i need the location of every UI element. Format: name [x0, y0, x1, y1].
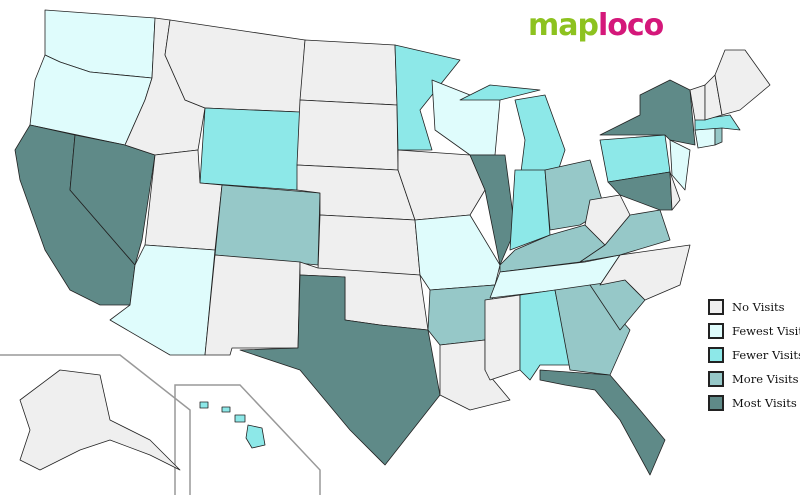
- state-shape-ri[interactable]: [714, 127, 723, 146]
- state-shape-ak[interactable]: [19, 369, 181, 471]
- state-fl[interactable]: [539, 369, 666, 476]
- state-shape-de[interactable]: [669, 171, 681, 211]
- state-shape-fl[interactable]: [539, 369, 666, 476]
- state-sd[interactable]: [296, 99, 399, 171]
- state-ga[interactable]: [554, 284, 631, 376]
- state-shape-ga[interactable]: [554, 284, 631, 376]
- legend-item-more: More Visits: [708, 367, 800, 391]
- state-ri[interactable]: [714, 127, 723, 146]
- state-mi[interactable]: [459, 84, 566, 181]
- state-shape-ct[interactable]: [694, 127, 716, 149]
- state-shape-hi[interactable]: [221, 406, 231, 413]
- state-ny[interactable]: [599, 79, 696, 146]
- legend: No Visits Fewest Visits Fewer Visits Mor…: [708, 295, 800, 415]
- state-shape-mi[interactable]: [459, 84, 541, 101]
- legend-swatch: [708, 347, 724, 363]
- maploco-logo: maploco: [528, 8, 664, 43]
- legend-item-most: Most Visits: [708, 391, 800, 415]
- state-shape-mn[interactable]: [394, 44, 461, 151]
- state-nd[interactable]: [299, 39, 398, 106]
- state-shape-ms[interactable]: [484, 294, 521, 381]
- legend-swatch: [708, 371, 724, 387]
- state-shape-hi[interactable]: [245, 424, 266, 449]
- state-mn[interactable]: [394, 44, 461, 151]
- state-nm[interactable]: [204, 254, 301, 356]
- state-shape-il[interactable]: [469, 154, 516, 266]
- state-shape-me[interactable]: [714, 49, 771, 116]
- state-shape-mo[interactable]: [414, 214, 501, 291]
- state-shape-md[interactable]: [607, 171, 673, 211]
- state-shape-tx[interactable]: [239, 274, 441, 466]
- state-shape-ks[interactable]: [317, 214, 421, 276]
- legend-swatch: [708, 323, 724, 339]
- state-de[interactable]: [669, 171, 681, 211]
- state-shape-az[interactable]: [109, 244, 216, 356]
- state-shape-nj[interactable]: [669, 139, 691, 191]
- state-hi[interactable]: [199, 401, 266, 449]
- state-shape-nm[interactable]: [204, 254, 301, 356]
- state-shape-wv[interactable]: [584, 194, 631, 246]
- state-shape-ny[interactable]: [599, 79, 696, 146]
- state-az[interactable]: [109, 244, 216, 356]
- state-tx[interactable]: [239, 274, 441, 466]
- state-me[interactable]: [714, 49, 771, 116]
- state-nj[interactable]: [669, 139, 691, 191]
- state-shape-sd[interactable]: [296, 99, 399, 171]
- state-wv[interactable]: [584, 194, 631, 246]
- inset-borders: [0, 354, 321, 495]
- state-mt[interactable]: [164, 19, 306, 113]
- state-shape-hi[interactable]: [199, 401, 209, 409]
- state-shape-mt[interactable]: [164, 19, 306, 113]
- legend-item-fewer: Fewer Visits: [708, 343, 800, 367]
- state-ct[interactable]: [694, 127, 716, 149]
- state-ks[interactable]: [317, 214, 421, 276]
- state-ak[interactable]: [19, 369, 181, 471]
- state-md[interactable]: [607, 171, 673, 211]
- legend-item-none: No Visits: [708, 295, 800, 319]
- state-wy[interactable]: [199, 107, 301, 191]
- state-mo[interactable]: [414, 214, 501, 291]
- state-il[interactable]: [469, 154, 516, 266]
- state-shape-wy[interactable]: [199, 107, 301, 191]
- state-ms[interactable]: [484, 294, 521, 381]
- state-co[interactable]: [214, 184, 321, 266]
- legend-swatch: [708, 395, 724, 411]
- state-shape-nd[interactable]: [299, 39, 398, 106]
- state-shape-hi[interactable]: [234, 414, 246, 423]
- legend-item-fewest: Fewest Visits: [708, 319, 800, 343]
- legend-swatch: [708, 299, 724, 315]
- state-shape-co[interactable]: [214, 184, 321, 266]
